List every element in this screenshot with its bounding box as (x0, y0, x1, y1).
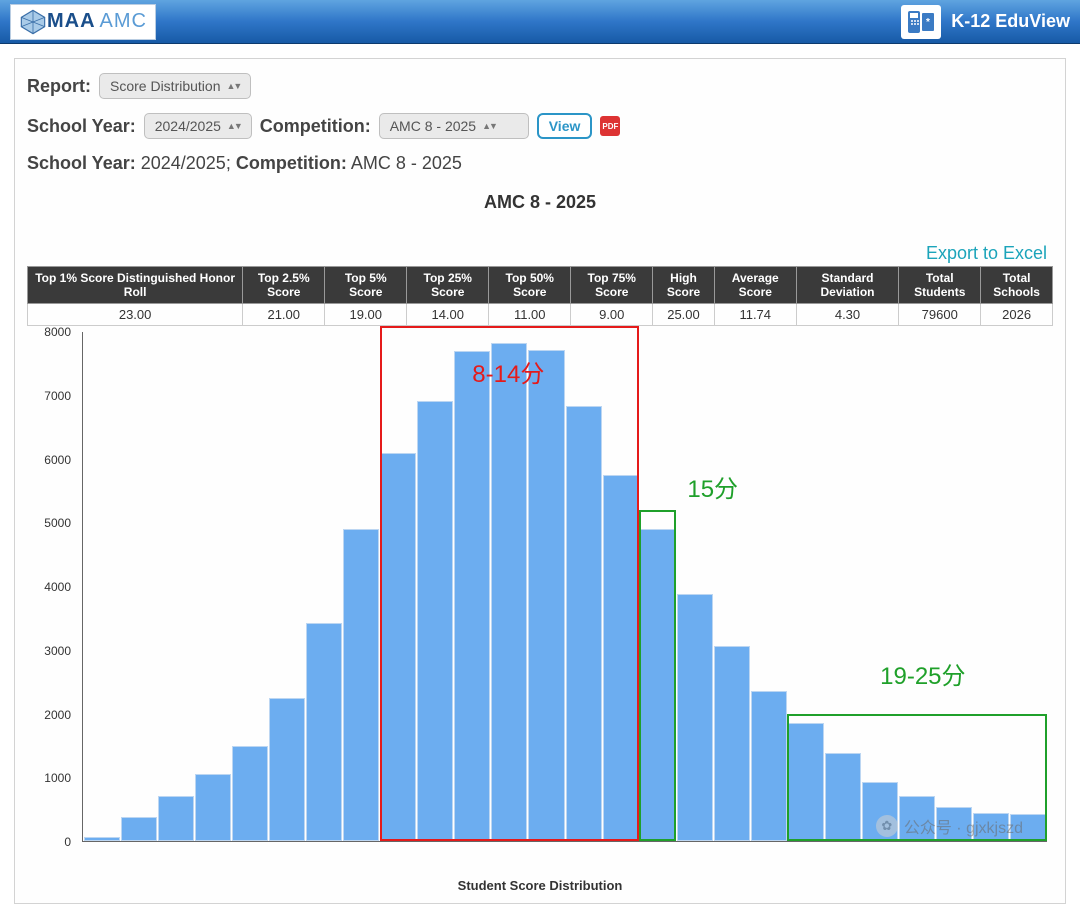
histogram-bar (306, 623, 342, 841)
y-tick-label: 5000 (44, 516, 71, 530)
export-link[interactable]: Export to Excel (27, 243, 1053, 264)
table-header-cell: Top 5% Score (325, 267, 407, 304)
table-cell: 19.00 (325, 304, 407, 326)
histogram-bar (677, 594, 713, 841)
competition-select[interactable]: AMC 8 - 2025 ▲▼ (379, 113, 529, 139)
y-tick-label: 6000 (44, 453, 71, 467)
histogram-bar (84, 837, 120, 841)
histogram-bar (417, 401, 453, 841)
table-header-cell: Standard Deviation (796, 267, 899, 304)
histogram-bar (714, 646, 750, 841)
table-header-cell: Top 75% Score (571, 267, 653, 304)
competition-select-value: AMC 8 - 2025 (390, 118, 476, 134)
pdf-icon[interactable]: PDF (600, 116, 620, 136)
year-select[interactable]: 2024/2025 ▲▼ (144, 113, 252, 139)
select-arrows-icon: ▲▼ (227, 81, 241, 91)
y-tick-label: 8000 (44, 325, 71, 339)
watermark: ✿ 公众号 · gjxkjszd (876, 814, 1023, 838)
competition-label: Competition: (260, 116, 371, 137)
stats-table: Top 1% Score Distinguished Honor RollTop… (27, 266, 1053, 326)
report-label: Report: (27, 76, 91, 97)
logo-text-amc: AMC (100, 10, 147, 33)
y-tick-label: 3000 (44, 644, 71, 658)
polyhedron-icon (19, 8, 47, 36)
plot-area: 8-14分15分19-25分 (82, 332, 1047, 842)
svg-text:*: * (926, 17, 930, 28)
content: Report: Score Distribution ▲▼ School Yea… (0, 44, 1080, 904)
table-header-cell: Average Score (714, 267, 796, 304)
select-arrows-icon: ▲▼ (227, 121, 241, 131)
histogram-bar (788, 723, 824, 841)
y-axis: 010002000300040005000600070008000 (27, 332, 77, 842)
topbar-right: * K-12 EduView (901, 5, 1070, 39)
histogram-bar (380, 453, 416, 841)
report-select-value: Score Distribution (110, 78, 221, 94)
histogram-bar (121, 817, 157, 841)
table-header-cell: Top 50% Score (489, 267, 571, 304)
year-label: School Year: (27, 116, 136, 137)
table-cell: 14.00 (407, 304, 489, 326)
y-tick-label: 1000 (44, 771, 71, 785)
histogram-bar (566, 406, 602, 841)
select-arrows-icon: ▲▼ (482, 121, 496, 131)
histogram-bar (640, 529, 676, 841)
table-header-cell: Top 1% Score Distinguished Honor Roll (28, 267, 243, 304)
table-cell: 2026 (981, 304, 1053, 326)
histogram-bar (603, 475, 639, 841)
year-select-value: 2024/2025 (155, 118, 221, 134)
table-header-cell: High Score (653, 267, 715, 304)
filters-row: School Year: 2024/2025 ▲▼ Competition: A… (27, 113, 1053, 139)
table-header-cell: Total Students (899, 267, 981, 304)
logo-box: MAA AMC (10, 4, 156, 40)
table-cell: 9.00 (571, 304, 653, 326)
panel: Report: Score Distribution ▲▼ School Yea… (14, 58, 1066, 904)
histogram-bar (158, 796, 194, 841)
bars-container (83, 332, 1047, 841)
y-tick-label: 4000 (44, 580, 71, 594)
table-data-row: 23.0021.0019.0014.0011.009.0025.0011.744… (28, 304, 1053, 326)
app-name: K-12 EduView (951, 11, 1070, 32)
y-tick-label: 7000 (44, 389, 71, 403)
top-bar: MAA AMC * K-12 EduView (0, 0, 1080, 44)
summary-line: School Year: 2024/2025; Competition: AMC… (27, 153, 1053, 174)
histogram-bar (269, 698, 305, 841)
summary-year-value: 2024/2025; (141, 153, 231, 173)
histogram-bar (343, 529, 379, 841)
y-tick-label: 2000 (44, 708, 71, 722)
y-tick-label: 0 (64, 835, 71, 849)
watermark-text: 公众号 · gjxkjszd (904, 814, 1023, 838)
app-icon: * (901, 5, 941, 39)
chart-title: AMC 8 - 2025 (27, 192, 1053, 213)
table-cell: 21.00 (243, 304, 325, 326)
table-header-row: Top 1% Score Distinguished Honor RollTop… (28, 267, 1053, 304)
table-cell: 11.00 (489, 304, 571, 326)
table-header-cell: Total Schools (981, 267, 1053, 304)
table-cell: 79600 (899, 304, 981, 326)
view-button[interactable]: View (537, 113, 593, 139)
histogram-bar (491, 343, 527, 841)
table-cell: 4.30 (796, 304, 899, 326)
histogram-bar (825, 753, 861, 841)
table-cell: 11.74 (714, 304, 796, 326)
histogram-bar (195, 774, 231, 841)
histogram-bar (454, 351, 490, 841)
summary-comp-label: Competition: (236, 153, 347, 173)
histogram-bar (751, 691, 787, 841)
x-axis-title: Student Score Distribution (27, 878, 1053, 893)
histogram-bar (232, 746, 268, 841)
report-select[interactable]: Score Distribution ▲▼ (99, 73, 251, 99)
wechat-icon: ✿ (876, 815, 898, 837)
report-row: Report: Score Distribution ▲▼ (27, 73, 1053, 99)
chart-area: 010002000300040005000600070008000 8-14分1… (27, 332, 1053, 872)
summary-comp-value: AMC 8 - 2025 (351, 153, 462, 173)
summary-year-label: School Year: (27, 153, 136, 173)
logo-text-maa: MAA (47, 10, 96, 33)
table-cell: 25.00 (653, 304, 715, 326)
table-header-cell: Top 2.5% Score (243, 267, 325, 304)
histogram-bar (528, 350, 564, 841)
table-cell: 23.00 (28, 304, 243, 326)
table-header-cell: Top 25% Score (407, 267, 489, 304)
